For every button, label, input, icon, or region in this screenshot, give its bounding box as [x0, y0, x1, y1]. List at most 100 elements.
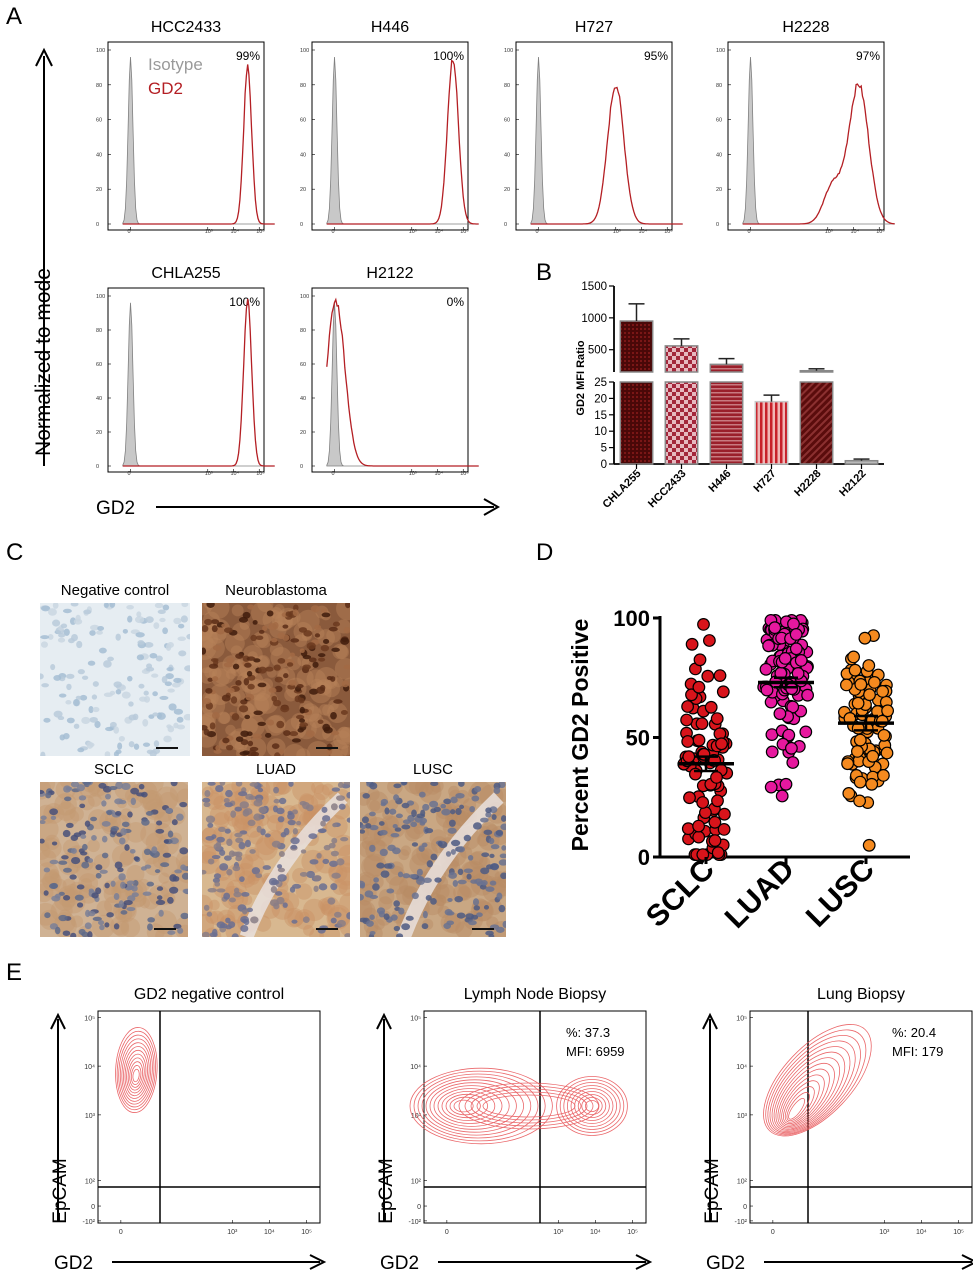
y-tick-label: 0 [638, 845, 650, 870]
ihc-nucleus [164, 681, 172, 687]
percent-positive: 100% [229, 295, 260, 309]
ihc-nucleus [244, 839, 252, 848]
data-point [718, 807, 731, 821]
ihc-cytoplasm [213, 795, 228, 810]
ihc-nucleus [418, 845, 425, 852]
ihc-nucleus [376, 862, 385, 869]
ihc-nucleus [122, 628, 128, 634]
ihc-nucleus [394, 827, 402, 832]
y-axis-arrow-head [376, 1012, 392, 1030]
ihc-nucleus [340, 710, 348, 716]
data-point [685, 688, 698, 702]
ihc-nucleus [58, 693, 67, 698]
data-point [877, 728, 891, 742]
ihc-nucleus [468, 920, 477, 926]
histogram-title: H446 [371, 19, 409, 36]
ihc-nucleus [300, 849, 307, 854]
ihc-nucleus [65, 700, 72, 705]
ihc-nucleus [145, 666, 155, 672]
data-point [862, 838, 876, 852]
ihc-nucleus [333, 699, 343, 704]
ihc-nucleus [244, 662, 252, 668]
ihc-nucleus [226, 687, 235, 694]
contour-ring [119, 1038, 153, 1105]
data-point [851, 696, 865, 710]
x-tick-label: 10³ [205, 471, 213, 477]
ihc-nucleus [317, 653, 326, 658]
ihc-nucleus [126, 906, 136, 912]
y-tick-label: 40 [716, 152, 722, 158]
ihc-nucleus [202, 697, 212, 705]
ihc-cytoplasm [145, 832, 167, 853]
ihc-nucleus [389, 808, 397, 815]
ihc-nucleus [250, 916, 259, 924]
ihc-nucleus [332, 823, 338, 828]
ihc-nucleus [309, 688, 319, 695]
ihc-nucleus [402, 873, 411, 879]
ihc-nucleus [148, 714, 155, 719]
bar-lower-segment [619, 381, 654, 465]
x-tick-label: 10⁴ [639, 228, 648, 235]
ihc-cytoplasm [339, 892, 350, 915]
ihc-nucleus [180, 912, 188, 920]
ihc-nucleus [51, 841, 58, 846]
ihc-nucleus [98, 782, 107, 789]
ihc-nucleus [252, 733, 262, 740]
ihc-nucleus [216, 921, 226, 929]
ihc-nucleus [155, 899, 166, 906]
ihc-nucleus [491, 814, 497, 820]
ihc-cytoplasm [250, 603, 275, 625]
ihc-nucleus [265, 666, 274, 672]
ihc-cytoplasm [313, 784, 330, 801]
percent-positive: 100% [433, 49, 464, 63]
ihc-nucleus [458, 782, 465, 787]
ihc-nucleus [313, 875, 322, 881]
ihc-nucleus [99, 869, 108, 874]
y-tick-label: 60 [300, 362, 306, 368]
ihc-nucleus [95, 864, 103, 871]
ihc-nucleus [330, 850, 339, 857]
ihc-nucleus [455, 792, 465, 799]
ihc-nucleus [89, 742, 95, 747]
data-point [779, 777, 793, 791]
ihc-nucleus [327, 897, 336, 905]
ihc-nucleus [215, 627, 226, 635]
bar-upper-segment [619, 320, 654, 373]
ihc-nucleus [76, 884, 85, 890]
ihc-cytoplasm [306, 741, 330, 756]
ihc-image-sclc: SCLC [40, 761, 188, 937]
panel-c-ihc-images: Negative control Neuroblastoma SCLC LUAD LUS… [40, 582, 506, 937]
ihc-nucleus [63, 867, 72, 873]
scatter-group-luad [757, 614, 814, 803]
contour-ring [556, 1076, 628, 1136]
contour-ring [563, 1082, 621, 1130]
ihc-nucleus [215, 841, 222, 848]
x-tick-label: 10⁵ [256, 228, 264, 235]
ihc-nucleus [323, 726, 333, 734]
x-tick-label: 10³ [879, 1229, 890, 1236]
x-tick-label: 10⁴ [231, 470, 240, 477]
contour-ring [425, 1079, 524, 1133]
ihc-nucleus [109, 721, 117, 728]
y-tick-label: 100 [300, 48, 309, 54]
ihc-nucleus [105, 793, 111, 800]
ihc-nucleus [496, 892, 503, 900]
ihc-cytoplasm [253, 692, 273, 712]
ihc-nucleus [101, 800, 107, 807]
contour-ring [784, 1086, 815, 1123]
ihc-nucleus [82, 782, 92, 786]
ihc-nucleus [65, 786, 73, 791]
ihc-nucleus [292, 827, 298, 835]
y-tick-label: 25 [594, 377, 607, 389]
ihc-nucleus [177, 636, 186, 642]
ihc-nucleus [52, 603, 59, 609]
ihc-cytoplasm [238, 870, 256, 888]
ihc-nucleus [369, 930, 376, 936]
ihc-nucleus [211, 625, 218, 633]
panel-label-b: B [536, 259, 552, 286]
ihc-nucleus [81, 675, 89, 680]
ihc-title: LUSC [413, 761, 453, 778]
ihc-nucleus [470, 914, 479, 920]
ihc-nucleus [360, 893, 364, 901]
contour-ring [433, 1085, 510, 1127]
